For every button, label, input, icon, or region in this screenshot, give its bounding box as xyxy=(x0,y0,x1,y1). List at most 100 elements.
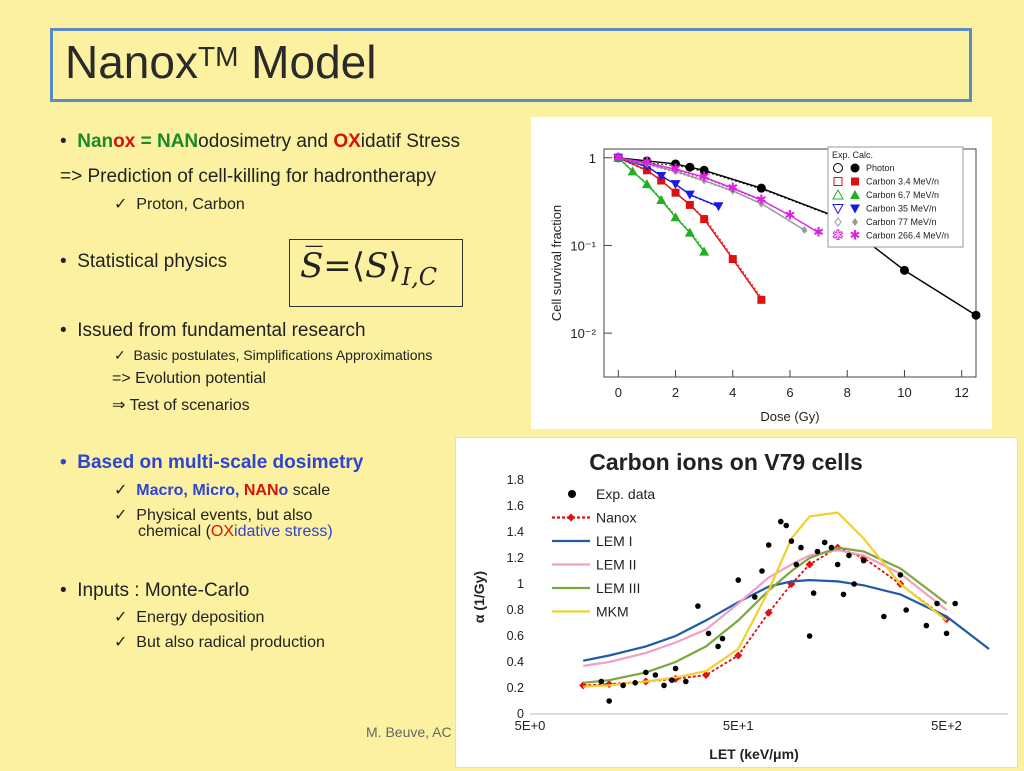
y-tick-label: 10⁻¹ xyxy=(570,238,596,253)
data-point: ✱ xyxy=(813,225,824,240)
x-tick-label: 10 xyxy=(897,385,911,400)
exp-data-point xyxy=(814,548,821,555)
bullet-inputs: • Inputs : Monte-Carlo xyxy=(60,580,250,601)
sub-prediction: => Prediction of cell-killing for hadron… xyxy=(60,166,436,187)
slide-title: NanoxTM Model xyxy=(65,36,377,88)
x-tick-label: 6 xyxy=(786,385,793,400)
legend-marker-calc xyxy=(850,190,860,199)
data-point xyxy=(700,215,709,224)
exp-data-point xyxy=(897,572,904,578)
y-axis-label: Cell survival fraction xyxy=(549,205,564,321)
exp-data-point xyxy=(834,561,841,568)
legend-marker-point xyxy=(567,513,575,522)
exp-data-point xyxy=(661,682,667,689)
exp-data-point xyxy=(765,542,772,548)
data-point xyxy=(756,183,766,193)
data-point xyxy=(971,310,981,320)
exp-data-point xyxy=(705,630,712,637)
legend-marker xyxy=(568,490,576,498)
data-point xyxy=(685,162,695,172)
series-line-dotted xyxy=(621,159,808,233)
exp-data-point xyxy=(943,630,950,637)
legend-marker-calc xyxy=(850,204,860,214)
exp-data-point xyxy=(652,672,659,678)
exp-data-point xyxy=(695,603,701,609)
nanox-point xyxy=(734,651,743,660)
legend-label: Carbon 35 MeV/n xyxy=(866,204,937,214)
x-tick-label: 5E+1 xyxy=(723,718,754,733)
exp-data-point xyxy=(923,622,930,629)
exp-data-point xyxy=(840,591,847,598)
sub-energy-deposition: ✓ Energy deposition xyxy=(114,609,265,626)
sub-radical-production: ✓ But also radical production xyxy=(114,634,325,651)
exp-data-point xyxy=(821,539,828,546)
data-point: ✱ xyxy=(613,150,624,165)
data-point xyxy=(684,190,695,200)
exp-data-point xyxy=(851,581,857,587)
data-point xyxy=(671,188,680,197)
data-point xyxy=(684,227,695,237)
data-point xyxy=(899,265,909,275)
legend-label: Carbon 266.4 MeV/n xyxy=(866,231,949,241)
exp-data-point xyxy=(672,665,679,672)
legend-box xyxy=(827,146,964,248)
y-tick-label: 1.8 xyxy=(507,473,524,487)
legend-label: MKM xyxy=(596,604,629,620)
legend-marker-exp xyxy=(834,217,842,227)
data-point xyxy=(627,166,638,176)
legend-label: LEM I xyxy=(596,533,633,549)
exp-data-point xyxy=(846,552,852,559)
series-line-dotted xyxy=(621,159,765,303)
y-tick-label: 1.6 xyxy=(507,499,524,513)
sub-chemical: chemical (OXidative stress) xyxy=(138,523,333,540)
data-point: ✱ xyxy=(727,180,738,195)
footer-author: M. Beuve, AC xyxy=(366,724,452,740)
legend-label: Carbon 3.4 MeV/n xyxy=(866,177,939,187)
data-point xyxy=(758,199,765,208)
sub-proton-carbon: ✓ Proton, Carbon xyxy=(114,196,245,213)
data-point: ✱ xyxy=(756,192,767,207)
exp-data-point xyxy=(934,600,940,607)
exp-data-point xyxy=(828,544,835,551)
data-point xyxy=(656,171,667,181)
data-point xyxy=(670,212,681,222)
data-point xyxy=(757,295,766,304)
data-point xyxy=(615,153,622,162)
data-point xyxy=(670,180,681,190)
x-axis-label: LET (keV/μm) xyxy=(709,746,798,762)
series-line xyxy=(583,511,948,688)
x-tick-label: 2 xyxy=(672,385,679,400)
exp-data-point xyxy=(751,594,758,600)
data-point: ✱ xyxy=(670,161,681,176)
series-line xyxy=(582,549,948,667)
survival-chart: 1 10⁻¹ 10⁻² 0 2 4 6 8 10 12 Dose (Gy) Cell survival… xyxy=(549,146,981,424)
formula-box: S̅=⟨S⟩I,C xyxy=(289,239,463,307)
exp-data-point xyxy=(759,568,765,574)
chart-title: Carbon ions on V79 cells xyxy=(589,449,863,475)
legend-marker-calc xyxy=(851,177,859,186)
x-tick-label: 5E+2 xyxy=(931,718,962,733)
exp-data-point xyxy=(783,522,790,529)
y-tick-label: 0.4 xyxy=(507,655,524,669)
legend-label: LEM III xyxy=(596,580,640,596)
sub-scenarios: ⇒ Test of scenarios xyxy=(112,397,250,414)
exp-data-point xyxy=(806,633,813,639)
legend-marker-exp xyxy=(832,204,844,215)
series-line xyxy=(618,157,719,207)
exp-data-point xyxy=(715,643,721,650)
x-tick-label: 0 xyxy=(615,385,622,400)
series-line xyxy=(583,546,948,684)
data-point xyxy=(699,165,709,175)
legend-label: Carbon 6.7 MeV/n xyxy=(866,190,939,200)
bullet-multiscale: • Based on multi-scale dosimetry xyxy=(60,452,364,473)
x-tick-label: 8 xyxy=(844,385,851,400)
data-point: ✱ xyxy=(785,207,796,222)
data-point xyxy=(656,194,667,204)
y-tick-label: 1.4 xyxy=(507,525,524,539)
exp-data-point xyxy=(952,600,958,607)
exp-data-point xyxy=(793,561,800,568)
bullet-nanox-definition: • Nanox = NANodosimetry and OXidatif Str… xyxy=(60,131,461,152)
legend-marker-exp: ✱ xyxy=(833,228,844,243)
x-axis-label: Dose (Gy) xyxy=(760,409,819,424)
exp-data-point xyxy=(881,613,887,620)
